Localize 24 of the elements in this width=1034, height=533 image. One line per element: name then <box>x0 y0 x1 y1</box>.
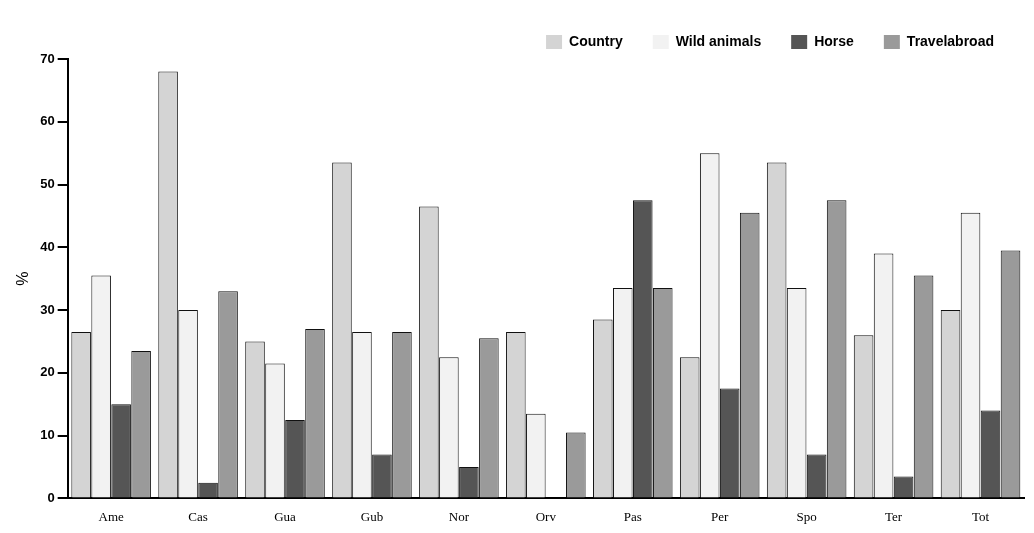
x-tick-label: Ame <box>98 508 124 524</box>
x-tick-label: Tot <box>971 508 990 524</box>
y-tick-label: 70 <box>40 50 55 66</box>
x-tick-label: Pas <box>623 508 642 524</box>
y-tick-label: 60 <box>40 113 55 129</box>
x-tick-label: Nor <box>448 508 470 524</box>
x-tick-label: Orv <box>535 508 557 524</box>
legend-label: Country <box>569 32 623 49</box>
x-tick-label: Gua <box>274 508 297 524</box>
x-tick-label: Spo <box>796 508 817 524</box>
legend-label: Wild animals <box>675 32 762 49</box>
y-tick-label: 40 <box>40 238 55 254</box>
x-tick-label: Gub <box>360 508 384 524</box>
y-tick-label: 50 <box>40 176 55 192</box>
x-tick-label: Per <box>711 508 730 524</box>
legend-label: Horse <box>814 32 855 49</box>
y-tick-label: 10 <box>40 427 55 443</box>
legend-label: Travelabroad <box>906 32 994 49</box>
y-tick-label: 20 <box>40 364 55 380</box>
y-tick-label: 30 <box>40 301 55 317</box>
y-tick-label: 0 <box>47 489 55 505</box>
x-tick-label: Cas <box>188 508 208 524</box>
x-tick-label: Ter <box>885 508 903 524</box>
y-axis-title: % <box>14 271 32 286</box>
